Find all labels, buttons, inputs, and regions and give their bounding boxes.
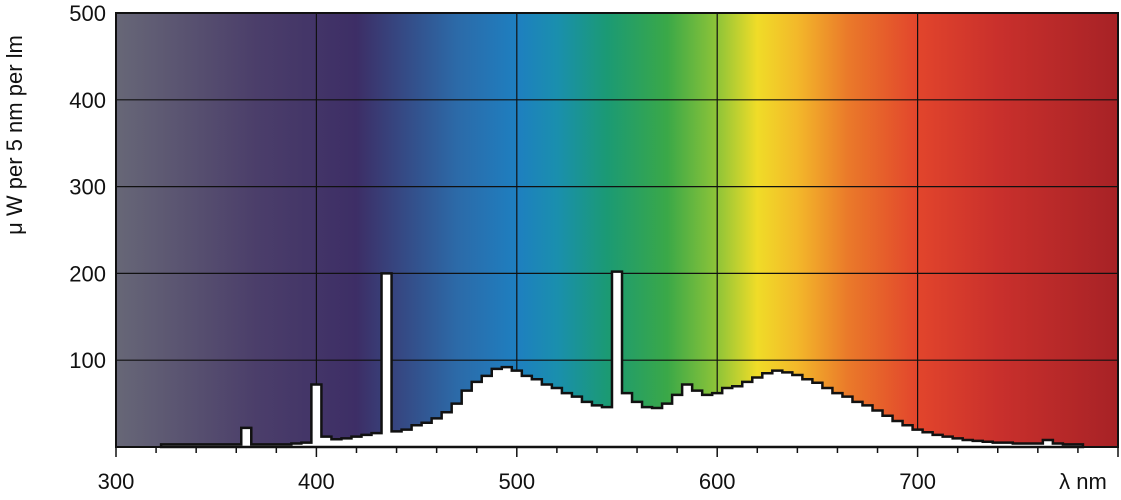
plot-frame bbox=[115, 12, 1119, 448]
axes: 300 400 500 600 700 100 200 300 400 500 bbox=[69, 1, 1119, 494]
x-tick-label: 700 bbox=[899, 469, 936, 494]
x-tick-label: 300 bbox=[98, 469, 135, 494]
x-axis-title: λ nm bbox=[1059, 469, 1107, 494]
data-series bbox=[159, 270, 1085, 449]
x-tick-label: 500 bbox=[498, 469, 535, 494]
y-tick-label: 100 bbox=[69, 348, 106, 373]
x-tick-label: 600 bbox=[699, 469, 736, 494]
y-tick-label: 200 bbox=[69, 261, 106, 286]
series-area bbox=[159, 270, 1085, 449]
x-tick-label: 400 bbox=[298, 469, 335, 494]
y-tick-label: 500 bbox=[69, 1, 106, 26]
y-tick-label: 300 bbox=[69, 175, 106, 200]
y-tick-label: 400 bbox=[69, 88, 106, 113]
y-axis-title: μ W per 5 nm per lm bbox=[2, 35, 27, 235]
